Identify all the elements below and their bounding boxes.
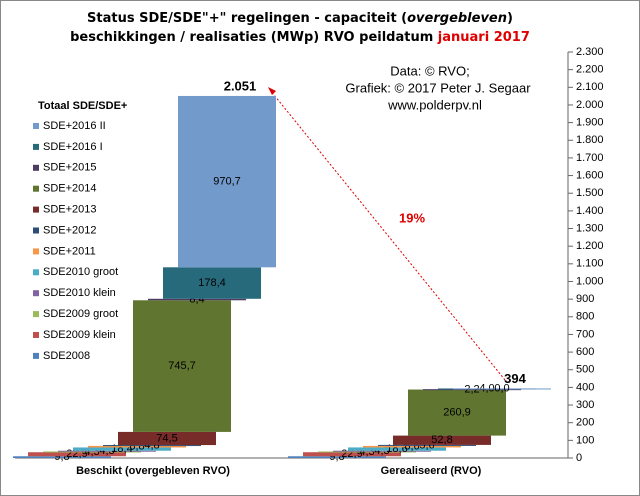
value-label: 745,7 <box>168 360 196 372</box>
y-tick-label: 2.200 <box>576 64 604 76</box>
y-tick-label: 2.300 <box>576 46 604 58</box>
bar-segment <box>103 445 201 447</box>
annotation: 19% <box>399 210 425 225</box>
bar-segment <box>28 452 126 457</box>
legend-swatch <box>33 164 39 171</box>
y-tick-label: 200 <box>576 417 594 429</box>
bar-segment <box>133 300 231 432</box>
legend-swatch <box>33 332 39 338</box>
y-tick-label: 500 <box>576 364 594 376</box>
bar-segment <box>58 450 156 452</box>
bar-segment <box>73 447 171 451</box>
bar-segment <box>303 452 401 457</box>
legend-title: Totaal SDE/SDE+ <box>38 100 127 112</box>
credit: www.polderpv.nl <box>387 97 482 112</box>
bar-segment <box>348 447 446 451</box>
value-label: 0,0 <box>494 382 509 394</box>
bar-segment <box>163 267 261 299</box>
legend-label: SDE+2014 <box>43 183 97 195</box>
bar-segment <box>453 388 551 390</box>
bar-segment <box>378 444 476 446</box>
arrow-head <box>268 87 276 95</box>
legend-label: SDE+2016 II <box>43 120 106 132</box>
legend-swatch <box>33 352 39 359</box>
legend-swatch <box>33 227 39 234</box>
value-label: 74,5 <box>156 432 177 444</box>
y-tick-label: 2.000 <box>576 99 604 111</box>
y-tick-label: 800 <box>576 311 594 323</box>
bar-segment <box>408 389 506 436</box>
total-label: 2.051 <box>224 78 257 93</box>
value-label: 178,4 <box>198 277 226 289</box>
legend-swatch <box>33 206 39 213</box>
y-tick-label: 1.100 <box>576 258 604 270</box>
bar-segment <box>148 298 246 301</box>
bar-segment <box>288 456 386 458</box>
bar-segment <box>333 450 431 452</box>
chart-title: Status SDE/SDE"+" regelingen - capacitei… <box>87 11 513 26</box>
y-tick-label: 1.600 <box>576 169 604 181</box>
y-tick-label: 300 <box>576 399 594 411</box>
title-date: januari 2017 <box>437 30 530 45</box>
bar-segment <box>363 445 461 448</box>
bar-segment <box>318 451 416 453</box>
y-tick-label: 0 <box>576 452 582 464</box>
y-tick-label: 1.500 <box>576 187 604 199</box>
y-tick-label: 1.700 <box>576 152 604 164</box>
y-tick-label: 1.800 <box>576 134 604 146</box>
legend-label: SDE2010 groot <box>43 266 118 278</box>
y-tick-label: 1.400 <box>576 205 604 217</box>
y-tick-label: 1.900 <box>576 117 604 129</box>
credit: Data: © RVO; <box>390 63 469 78</box>
bar-segment <box>178 95 276 268</box>
legend-label: SDE2010 klein <box>43 287 116 299</box>
legend-label: SDE2009 groot <box>43 308 118 320</box>
bar-segment <box>118 431 216 446</box>
y-tick-label: 900 <box>576 293 594 305</box>
y-tick-label: 2.100 <box>576 81 604 93</box>
bar-segment <box>88 445 186 448</box>
total-label: 394 <box>504 371 526 386</box>
title-italic: overgebleven <box>407 11 507 26</box>
bar-segment <box>13 456 111 458</box>
legend-label: SDE+2011 <box>43 245 96 257</box>
legend-swatch <box>33 185 39 192</box>
legend-swatch <box>33 143 39 150</box>
legend-label: SDE2009 klein <box>43 329 116 341</box>
x-tick-label: Beschikt (overgebleven RVO) <box>76 465 230 477</box>
legend-label: SDE+2016 I <box>43 141 103 153</box>
value-label: 260,9 <box>443 406 471 418</box>
x-tick-label: Gerealiseerd (RVO) <box>381 465 482 477</box>
legend-label: SDE+2015 <box>43 162 97 174</box>
legend-label: SDE+2013 <box>43 204 97 216</box>
value-label: 52,8 <box>431 434 452 446</box>
y-tick-label: 1.000 <box>576 275 604 287</box>
legend-swatch <box>33 248 39 255</box>
y-tick-label: 1.300 <box>576 222 604 234</box>
legend-swatch <box>33 269 39 276</box>
legend-swatch <box>33 290 39 297</box>
legend-swatch <box>33 123 39 129</box>
legend-swatch <box>33 311 39 318</box>
title-part: Status SDE/SDE"+" regelingen - capacitei… <box>87 11 407 26</box>
y-tick-label: 1.200 <box>576 240 604 252</box>
y-tick-label: 100 <box>576 434 594 446</box>
bar-segment <box>43 451 141 453</box>
chart-subtitle: beschikkingen / realisaties (MWp) RVO pe… <box>70 30 530 45</box>
y-tick-label: 700 <box>576 328 594 340</box>
y-tick-label: 400 <box>576 381 594 393</box>
credit: Grafiek: © 2017 Peter J. Segaar <box>345 80 531 95</box>
bar-segment <box>393 435 491 445</box>
title-part: beschikkingen / realisaties (MWp) RVO pe… <box>70 30 438 45</box>
y-tick-label: 600 <box>576 346 594 358</box>
legend-label: SDE+2012 <box>43 224 97 236</box>
value-label: 970,7 <box>213 176 241 188</box>
legend-label: SDE2008 <box>43 350 90 362</box>
title-part: ) <box>507 11 513 26</box>
bar-segment <box>423 389 521 391</box>
